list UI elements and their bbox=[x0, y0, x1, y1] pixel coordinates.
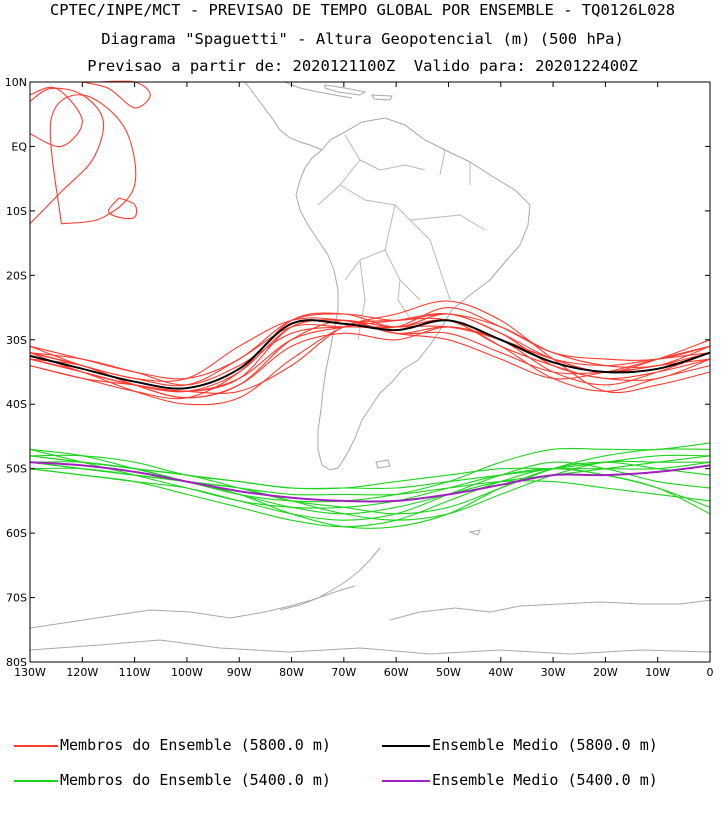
y-tick-label: 20S bbox=[6, 269, 27, 282]
falklands bbox=[375, 459, 391, 469]
ensemble-mean-line-5800-1 bbox=[29, 319, 711, 390]
x-axis: 130W 120W 110W 100W 90W 80W 70W 60W 50W 40W 30W 20W… bbox=[14, 82, 714, 679]
ensemble-member-line-5800-10 bbox=[29, 313, 711, 392]
y-tick-label: 50S bbox=[6, 463, 27, 476]
chart-title-line-3: Previsao a partir de: 2020121100Z Valido… bbox=[87, 57, 638, 75]
legend-swatch-mean-5400 bbox=[382, 780, 430, 782]
coastline-layer bbox=[29, 81, 713, 655]
antarctic-coast bbox=[29, 585, 713, 629]
legend-mean-5800: Ensemble Medio (5800.0 m) bbox=[382, 736, 712, 756]
x-tick-label: 100W bbox=[171, 666, 203, 679]
ensemble-member-line-5400-6 bbox=[29, 448, 711, 509]
x-tick-label: 40W bbox=[488, 666, 513, 679]
x-tick-label: 70W bbox=[331, 666, 356, 679]
x-tick-label: 0 bbox=[707, 666, 714, 679]
y-tick-label: 30S bbox=[6, 334, 27, 347]
ensemble-member-line-5800-11 bbox=[29, 326, 711, 399]
x-tick-label: 30W bbox=[541, 666, 566, 679]
y-tick-label: 60S bbox=[6, 527, 27, 540]
x-tick-label: 60W bbox=[384, 666, 409, 679]
ensemble-member-line-5400-11 bbox=[29, 461, 711, 490]
legend-swatch-members-5800 bbox=[14, 745, 58, 747]
legend-members-5800: Membros do Ensemble (5800.0 m) bbox=[14, 736, 364, 756]
legend-label-mean-5800: Ensemble Medio (5800.0 m) bbox=[432, 736, 658, 754]
hispaniola-island bbox=[371, 94, 393, 101]
x-tick-label: 110W bbox=[119, 666, 151, 679]
y-tick-label: 70S bbox=[6, 592, 27, 605]
x-tick-label: 130W bbox=[14, 666, 46, 679]
series-layer bbox=[29, 300, 711, 529]
y-tick-label: 80S bbox=[6, 656, 27, 669]
legend-swatch-members-5400 bbox=[14, 780, 58, 782]
legend-label-members-5400: Membros do Ensemble (5400.0 m) bbox=[60, 771, 331, 789]
legend-members-5400: Membros do Ensemble (5400.0 m) bbox=[14, 771, 364, 791]
ensemble-member-line-5400-8 bbox=[29, 461, 711, 502]
x-tick-label: 80W bbox=[279, 666, 304, 679]
antarctic-peninsula bbox=[279, 547, 381, 611]
tropical-contours-5800 bbox=[29, 80, 151, 225]
y-tick-label: 10S bbox=[6, 205, 27, 218]
ensemble-mean-line-5400-1 bbox=[29, 461, 711, 503]
legend-swatch-mean-5800 bbox=[382, 745, 430, 747]
south-georgia bbox=[468, 529, 481, 536]
ensemble-member-line-5800-7 bbox=[29, 323, 711, 387]
y-axis: 10N EQ 10S 20S 30S 40S 50S 60S 70S 80S bbox=[5, 76, 710, 669]
tropical-member-contour-2 bbox=[49, 94, 137, 225]
y-tick-label: 40S bbox=[6, 398, 27, 411]
cuba-island bbox=[324, 84, 367, 96]
x-tick-label: 20W bbox=[593, 666, 618, 679]
chart-title-line-2: Diagrama "Spaguetti" - Altura Geopotenci… bbox=[101, 30, 624, 48]
tropical-member-contour-5 bbox=[107, 197, 138, 220]
x-tick-label: 120W bbox=[66, 666, 98, 679]
south-america-coast bbox=[295, 117, 531, 471]
plot-frame bbox=[29, 81, 711, 663]
legend-mean-5400: Ensemble Medio (5400.0 m) bbox=[382, 771, 712, 791]
central-america-coast bbox=[244, 81, 323, 151]
legend-label-mean-5400: Ensemble Medio (5400.0 m) bbox=[432, 771, 658, 789]
x-tick-label: 50W bbox=[436, 666, 461, 679]
country-borders bbox=[317, 134, 486, 341]
x-tick-label: 90W bbox=[227, 666, 252, 679]
legend-label-members-5800: Membros do Ensemble (5800.0 m) bbox=[60, 736, 331, 754]
caribbean-coast bbox=[284, 81, 353, 99]
spaghetti-map: 130W 120W 110W 100W 90W 80W 70W 60W 50W 40W 30W 20W… bbox=[5, 76, 714, 679]
tropical-member-contour-4 bbox=[82, 80, 151, 109]
y-tick-label: 10N bbox=[5, 76, 27, 89]
chart-title-line-1: CPTEC/INPE/MCT - PREVISAO DE TEMPO GLOBA… bbox=[49, 1, 676, 19]
ensemble-member-line-5800-8 bbox=[29, 300, 711, 406]
antarctic-shelf bbox=[29, 639, 713, 655]
ensemble-member-line-5800-12 bbox=[29, 319, 711, 393]
y-tick-label: EQ bbox=[11, 140, 27, 153]
tropical-member-contour-3 bbox=[29, 86, 83, 148]
tropical-member-contour-1 bbox=[29, 87, 105, 225]
x-tick-label: 10W bbox=[645, 666, 670, 679]
